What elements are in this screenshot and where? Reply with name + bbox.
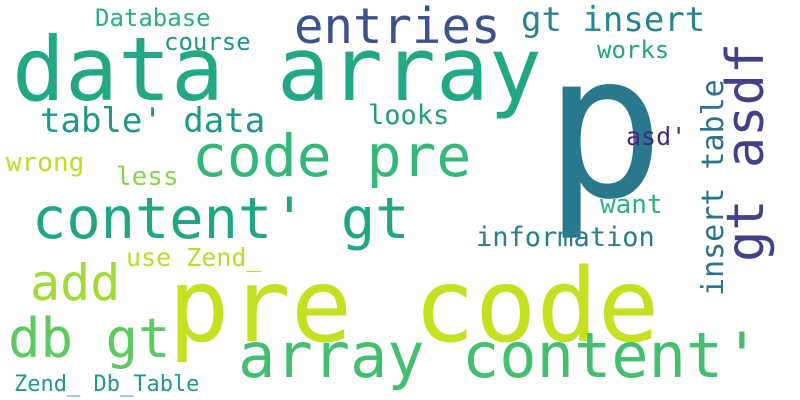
word-asd: asd' — [626, 122, 687, 151]
word-zend-db-table: Zend_ Db_Table — [14, 372, 200, 397]
word-works: works — [597, 36, 670, 64]
word-gt-insert: gt insert — [521, 0, 706, 40]
word-use-zend: use Zend_ — [126, 243, 262, 272]
word-table-data: table' data — [40, 101, 266, 141]
word-db-gt: db gt — [8, 307, 171, 370]
word-looks: looks — [368, 100, 450, 131]
word-want: want — [600, 190, 663, 220]
word-less: less — [116, 162, 179, 192]
word-wrong: wrong — [6, 148, 85, 178]
word-pre-code: pre code — [168, 247, 660, 366]
word-add: add — [30, 254, 121, 312]
word-data-array: data array — [12, 18, 542, 121]
word-insert-table: insert table — [696, 79, 731, 296]
word-content-gt: content' gt — [32, 186, 410, 252]
word-course: course — [164, 28, 251, 56]
word-code-pre: code pre — [192, 122, 472, 190]
word-information: information — [476, 222, 655, 253]
word-database: Database — [95, 4, 211, 32]
word-array-content: array content' — [238, 319, 761, 392]
word-p: p — [544, 11, 665, 244]
word-entries: entries — [294, 0, 501, 55]
